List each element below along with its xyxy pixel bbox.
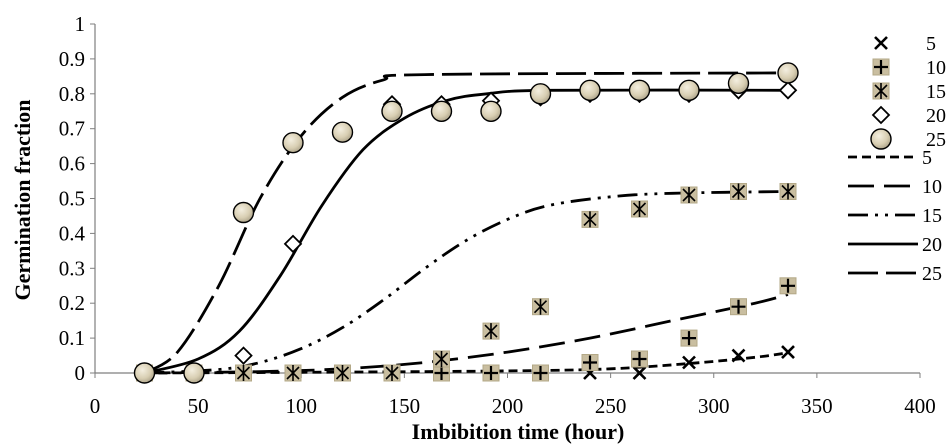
data-point-25	[777, 62, 799, 84]
y-tick-label: 0.6	[59, 152, 85, 176]
data-point-25	[628, 79, 651, 102]
legend-marker-15	[872, 82, 890, 100]
y-tick-label: 0.9	[59, 47, 85, 71]
data-point-10	[433, 364, 450, 382]
legend-label-fitted-25: 25	[922, 263, 942, 285]
data-point-10	[779, 277, 797, 295]
x-tick-label: 50	[188, 394, 209, 418]
data-point-25	[232, 201, 255, 224]
legend-label-observed-10: 10	[926, 57, 946, 79]
data-point-20	[234, 346, 253, 365]
axes: 0 0.1 0.2 0.3 0.4 0.5 0.6 0.7 0.8 0.9 1 0 50 100 150 20…	[59, 12, 936, 418]
data-point-25	[727, 72, 750, 95]
data-point-15	[433, 350, 450, 368]
y-tick-label: 0.7	[59, 117, 85, 141]
data-point-25	[579, 79, 601, 102]
data-point-10	[730, 298, 747, 316]
y-tick-label: 0.2	[59, 291, 85, 315]
data-point-25	[183, 362, 205, 384]
x-axis-title: Imbibition time (hour)	[412, 419, 625, 444]
legend-label-observed-5: 5	[926, 33, 936, 55]
legend-marker-20	[871, 105, 891, 125]
data-point-20	[778, 81, 798, 100]
fitted-curves	[143, 71, 789, 375]
data-point-15	[482, 322, 500, 340]
y-tick-label: 0.5	[59, 187, 85, 211]
data-point-15	[532, 298, 549, 316]
data-point-25	[133, 362, 156, 384]
x-tick-label: 300	[698, 394, 730, 418]
fit-line-15	[144, 190, 789, 375]
data-point-25	[331, 121, 354, 143]
y-tick-label: 0.1	[59, 326, 85, 350]
data-point-10	[680, 329, 698, 347]
data-point-15	[581, 210, 599, 228]
legend-label-fitted-20: 20	[922, 234, 942, 256]
y-tick-label: 0	[75, 361, 86, 385]
legend-label-fitted-5: 5	[922, 147, 932, 169]
x-tick-label: 200	[492, 394, 524, 418]
fit-line-10	[144, 293, 789, 375]
data-point-25	[282, 131, 304, 154]
legend-label-fitted-15: 15	[922, 205, 942, 227]
data-point-20	[283, 234, 303, 254]
data-point-25	[529, 83, 552, 105]
data-point-25	[678, 79, 700, 102]
data-point-15	[383, 364, 401, 382]
data-point-5	[632, 366, 647, 380]
y-tick-label: 1	[75, 12, 86, 36]
legend-label-observed-15: 15	[926, 81, 946, 103]
legend-marker-25	[870, 128, 892, 150]
data-point-25	[381, 100, 403, 123]
x-tick-label: 150	[389, 394, 421, 418]
legend-label-observed-25: 25	[926, 129, 946, 151]
x-tick-label: 250	[595, 394, 627, 418]
data-point-10	[532, 364, 549, 382]
data-point-10	[631, 350, 648, 368]
y-tick-label: 0.4	[59, 221, 86, 245]
y-axis-title: Germination fraction	[10, 99, 35, 300]
data-point-10	[482, 364, 500, 382]
data-point-5	[781, 345, 795, 360]
data-point-5	[731, 348, 746, 363]
x-tick-label: 350	[801, 394, 833, 418]
data-point-15	[631, 200, 648, 218]
data-point-15	[235, 364, 252, 382]
legend-label-observed-20: 20	[926, 105, 946, 127]
data-point-25	[480, 100, 502, 123]
legend-label-fitted-10: 10	[922, 176, 942, 198]
data-point-5	[682, 355, 696, 370]
y-tick-label: 0.3	[59, 256, 85, 280]
x-tick-label: 400	[904, 394, 936, 418]
data-point-10	[581, 354, 599, 371]
data-point-15	[284, 364, 302, 382]
legend-marker-5	[874, 36, 888, 50]
data-point-15	[779, 183, 797, 200]
data-point-25	[430, 100, 453, 123]
fit-line-25	[143, 71, 789, 375]
y-tick-label: 0.8	[59, 82, 85, 106]
legend-marker-10	[872, 58, 890, 76]
data-point-15	[680, 186, 698, 204]
x-tick-label: 100	[286, 394, 318, 418]
data-point-15	[334, 364, 351, 382]
data-point-15	[730, 183, 747, 200]
observed-points	[133, 62, 799, 384]
x-tick-label: 0	[90, 394, 101, 418]
